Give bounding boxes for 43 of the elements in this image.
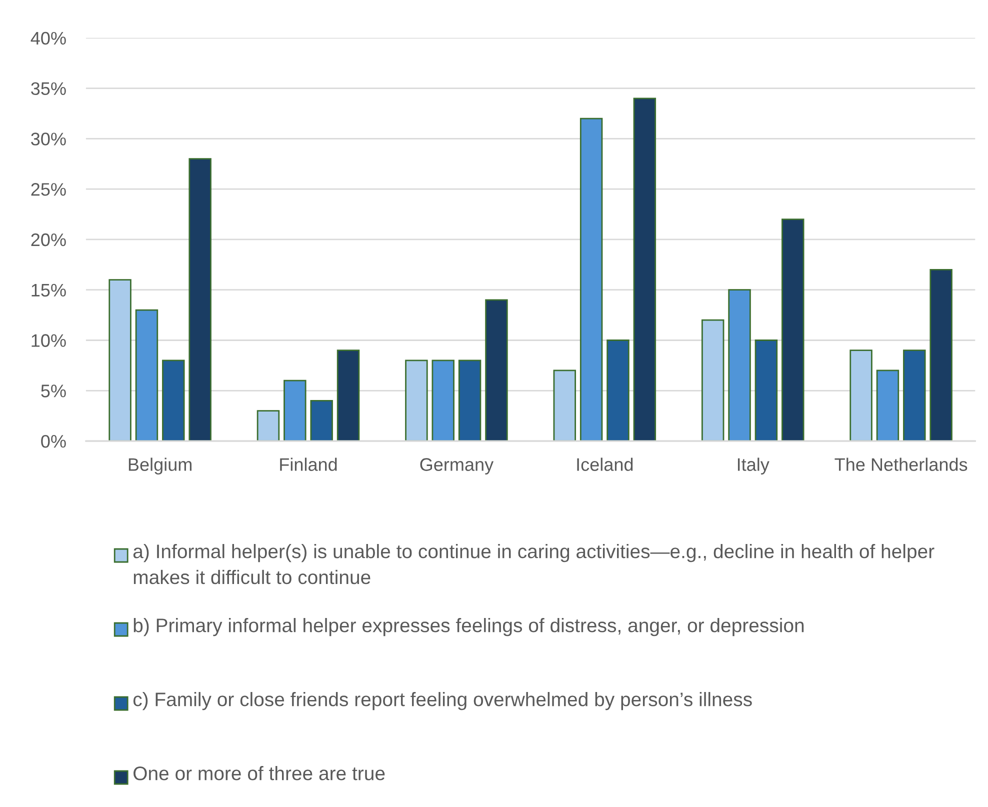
legend-label: One or more of three are true bbox=[134, 766, 385, 780]
x-tick-label: Finland bbox=[280, 458, 337, 471]
y-tick-label: 25% bbox=[31, 183, 66, 196]
bar bbox=[633, 98, 656, 442]
y-tick-label: 35% bbox=[31, 82, 66, 96]
bar bbox=[162, 360, 185, 442]
bar bbox=[108, 279, 132, 442]
bar bbox=[310, 400, 333, 442]
bar bbox=[701, 319, 724, 442]
bar bbox=[188, 158, 212, 442]
bar bbox=[580, 118, 603, 442]
y-tick-label: 10% bbox=[32, 334, 66, 347]
legend-label: b) Primary informal helper expresses feelings of distress, anger, or depression bbox=[134, 618, 804, 636]
bar bbox=[754, 340, 778, 442]
bar bbox=[405, 360, 428, 442]
bar bbox=[432, 360, 454, 442]
bar bbox=[606, 340, 630, 442]
bar bbox=[930, 269, 952, 442]
legend-label: a) Informal helper(s) is unable to continue in caring activities—e.g., decline in health of helper makes it difficult to continue bbox=[133, 544, 934, 584]
y-tick-label: 5% bbox=[41, 384, 66, 398]
bar bbox=[256, 410, 280, 442]
x-tick-label: Iceland bbox=[577, 458, 633, 471]
y-tick-label: 15% bbox=[32, 284, 66, 297]
y-tick-label: 40% bbox=[30, 32, 66, 45]
y-tick-label: 20% bbox=[31, 233, 66, 246]
bar bbox=[284, 380, 306, 442]
x-tick-label: Italy bbox=[738, 458, 770, 475]
bar bbox=[876, 370, 900, 442]
y-tick-label: 30% bbox=[31, 132, 66, 146]
bar bbox=[782, 218, 804, 442]
bar bbox=[135, 309, 158, 442]
bar bbox=[336, 350, 360, 442]
legend-label: c) Family or close friends report feeling overwhelmed by person’s illness bbox=[133, 692, 752, 710]
bar bbox=[553, 370, 576, 442]
x-tick-label: The Netherlands bbox=[834, 458, 968, 471]
y-tick-label: 0% bbox=[41, 434, 66, 448]
x-tick-label: Belgium bbox=[128, 458, 192, 475]
bar bbox=[728, 289, 751, 442]
bar bbox=[485, 299, 508, 442]
bar bbox=[850, 350, 872, 442]
x-tick-label: Germany bbox=[420, 458, 494, 475]
bar bbox=[903, 350, 926, 442]
bar bbox=[458, 360, 482, 442]
